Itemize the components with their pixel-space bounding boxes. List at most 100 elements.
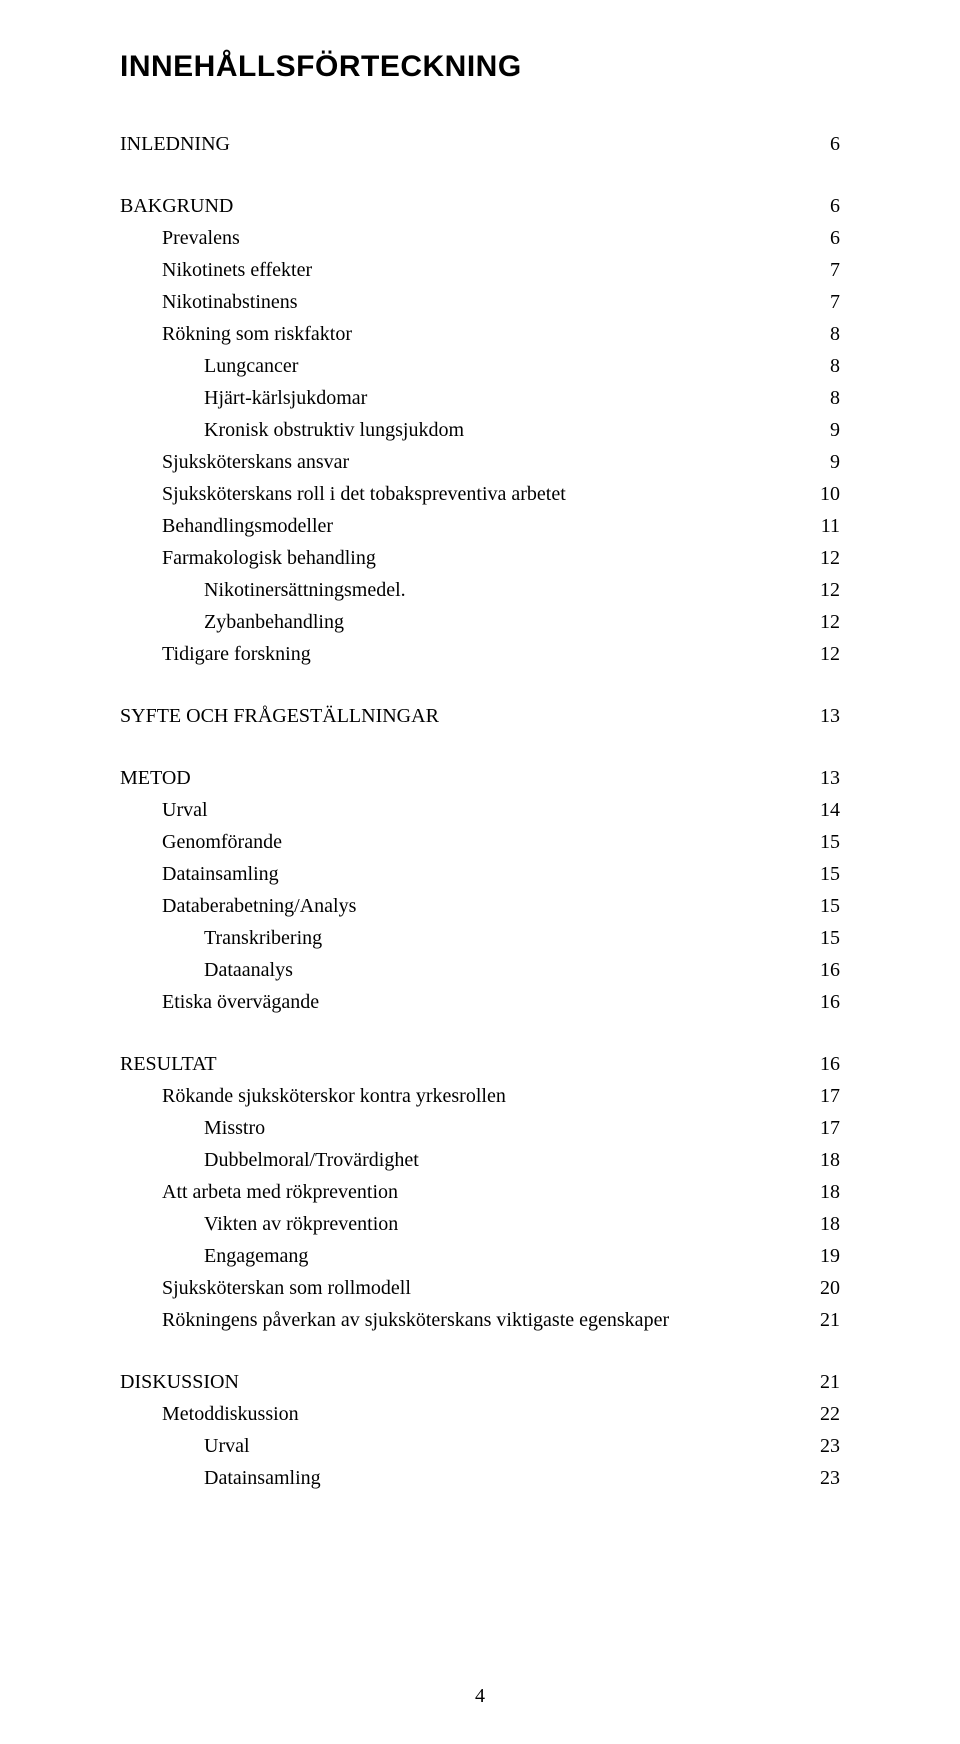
toc-row: Nikotinersättningsmedel.12 (120, 574, 840, 606)
toc-label: Datainsamling (120, 1462, 321, 1494)
toc-page: 17 (800, 1112, 840, 1144)
toc-heading: INNEHÅLLSFÖRTECKNING (120, 50, 840, 84)
toc-page: 15 (800, 890, 840, 922)
toc-label: Farmakologisk behandling (120, 542, 376, 574)
toc-page: 21 (800, 1304, 840, 1336)
toc-row: Transkribering 15 (120, 922, 840, 954)
toc-label: Urval (120, 1430, 250, 1462)
toc-page: 6 (810, 222, 840, 254)
toc-row: Metoddiskussion22 (120, 1398, 840, 1430)
toc-row: Nikotinabstinens7 (120, 286, 840, 318)
toc-page: 15 (800, 858, 840, 890)
toc-label: Datainsamling (120, 858, 279, 890)
toc-page: 9 (810, 446, 840, 478)
toc-section: RESULTAT 16 Rökande sjuksköterskor kontra … (120, 1048, 840, 1336)
toc-page: 9 (810, 414, 840, 446)
toc-label: Nikotinabstinens (120, 286, 298, 318)
toc-page: 16 (800, 986, 840, 1018)
toc-page: 6 (810, 190, 840, 222)
toc-row: Sjuksköterskans ansvar 9 (120, 446, 840, 478)
toc-section: SYFTE OCH FRÅGESTÄLLNINGAR13 (120, 700, 840, 732)
page-number: 4 (0, 1685, 960, 1708)
toc-section: METOD 13 Urval 14 Genomförande 15 Datainsamlin… (120, 762, 840, 1018)
toc-label: Nikotinets effekter (120, 254, 312, 286)
toc-label: Prevalens (120, 222, 240, 254)
toc-row: SYFTE OCH FRÅGESTÄLLNINGAR13 (120, 700, 840, 732)
toc-label: Nikotinersättningsmedel. (120, 574, 406, 606)
toc-page: 23 (800, 1430, 840, 1462)
toc-label: RESULTAT (120, 1048, 217, 1080)
toc-label: DISKUSSION (120, 1366, 239, 1398)
toc-label: Rökande sjuksköterskor kontra yrkesrolle… (120, 1080, 506, 1112)
toc-label: Tidigare forskning (120, 638, 311, 670)
toc-label: Rökning som riskfaktor (120, 318, 352, 350)
toc-page: 14 (800, 794, 840, 826)
toc-row: BAKGRUND 6 (120, 190, 840, 222)
toc-page: 16 (800, 954, 840, 986)
toc-row: Rökningens påverkan av sjuksköterskans v… (120, 1304, 840, 1336)
toc-label: Dubbelmoral/Trovärdighet (120, 1144, 419, 1176)
toc-label: BAKGRUND (120, 190, 233, 222)
toc-row: DISKUSSION 21 (120, 1366, 840, 1398)
toc-page: 21 (800, 1366, 840, 1398)
toc-row: Nikotinets effekter7 (120, 254, 840, 286)
toc-row: Sjuksköterskans roll i det tobaksprevent… (120, 478, 840, 510)
toc-row: Zybanbehandling 12 (120, 606, 840, 638)
toc-label: Genomförande (120, 826, 282, 858)
toc-label: Sjuksköterskans ansvar (120, 446, 349, 478)
toc-row: Prevalens 6 (120, 222, 840, 254)
toc-row: Att arbeta med rökprevention18 (120, 1176, 840, 1208)
toc-label: Etiska övervägande (120, 986, 319, 1018)
toc-label: Databerabetning/Analys (120, 890, 356, 922)
toc-label: Engagemang (120, 1240, 308, 1272)
toc-label: Behandlingsmodeller (120, 510, 333, 542)
toc-page: 12 (800, 606, 840, 638)
toc-page: 23 (800, 1462, 840, 1494)
toc-page: 10 (800, 478, 840, 510)
toc-page: 20 (800, 1272, 840, 1304)
toc-row: Dataanalys16 (120, 954, 840, 986)
toc-label: Transkribering (120, 922, 322, 954)
toc-row: Urval 14 (120, 794, 840, 826)
toc-label: Urval (120, 794, 208, 826)
toc-label: Vikten av rökprevention (120, 1208, 398, 1240)
toc-row: Kronisk obstruktiv lungsjukdom 9 (120, 414, 840, 446)
toc-label: INLEDNING (120, 128, 230, 160)
toc-page: 18 (800, 1176, 840, 1208)
toc-row: Vikten av rökprevention18 (120, 1208, 840, 1240)
toc-label: Kronisk obstruktiv lungsjukdom (120, 414, 464, 446)
toc-page: 15 (800, 826, 840, 858)
toc-label: Rökningens påverkan av sjuksköterskans v… (120, 1304, 669, 1336)
toc-label: Metoddiskussion (120, 1398, 299, 1430)
toc-row: Misstro 17 (120, 1112, 840, 1144)
toc-label: Zybanbehandling (120, 606, 344, 638)
toc-row: Farmakologisk behandling 12 (120, 542, 840, 574)
toc-label: Sjuksköterskan som rollmodell (120, 1272, 411, 1304)
toc-page: 16 (800, 1048, 840, 1080)
toc-page: 11 (801, 510, 840, 542)
toc-row: Dubbelmoral/Trovärdighet 18 (120, 1144, 840, 1176)
toc-page: 12 (800, 542, 840, 574)
toc-section: DISKUSSION21Metoddiskussion22Urval23Data… (120, 1366, 840, 1494)
toc-page: 6 (810, 128, 840, 160)
toc-label: Sjuksköterskans roll i det tobaksprevent… (120, 478, 566, 510)
toc-row: METOD 13 (120, 762, 840, 794)
toc-row: Behandlingsmodeller 11 (120, 510, 840, 542)
toc-label: Hjärt-kärlsjukdomar (120, 382, 367, 414)
toc-row: Lungcancer8 (120, 350, 840, 382)
toc-row: Rökande sjuksköterskor kontra yrkesrolle… (120, 1080, 840, 1112)
toc-row: Datainsamling 23 (120, 1462, 840, 1494)
toc-row: Databerabetning/Analys 15 (120, 890, 840, 922)
toc-page: 15 (800, 922, 840, 954)
toc-page: 8 (810, 382, 840, 414)
toc-row: Rökning som riskfaktor8 (120, 318, 840, 350)
toc-label: SYFTE OCH FRÅGESTÄLLNINGAR (120, 700, 439, 732)
toc-page: 18 (800, 1144, 840, 1176)
toc-row: RESULTAT 16 (120, 1048, 840, 1080)
toc-section: BAKGRUND6Prevalens6Nikotinets effekter7N… (120, 190, 840, 670)
toc-row: Hjärt-kärlsjukdomar 8 (120, 382, 840, 414)
toc-page: 13 (800, 762, 840, 794)
toc-row: Tidigare forskning12 (120, 638, 840, 670)
toc-label: Misstro (120, 1112, 265, 1144)
toc-label: METOD (120, 762, 191, 794)
